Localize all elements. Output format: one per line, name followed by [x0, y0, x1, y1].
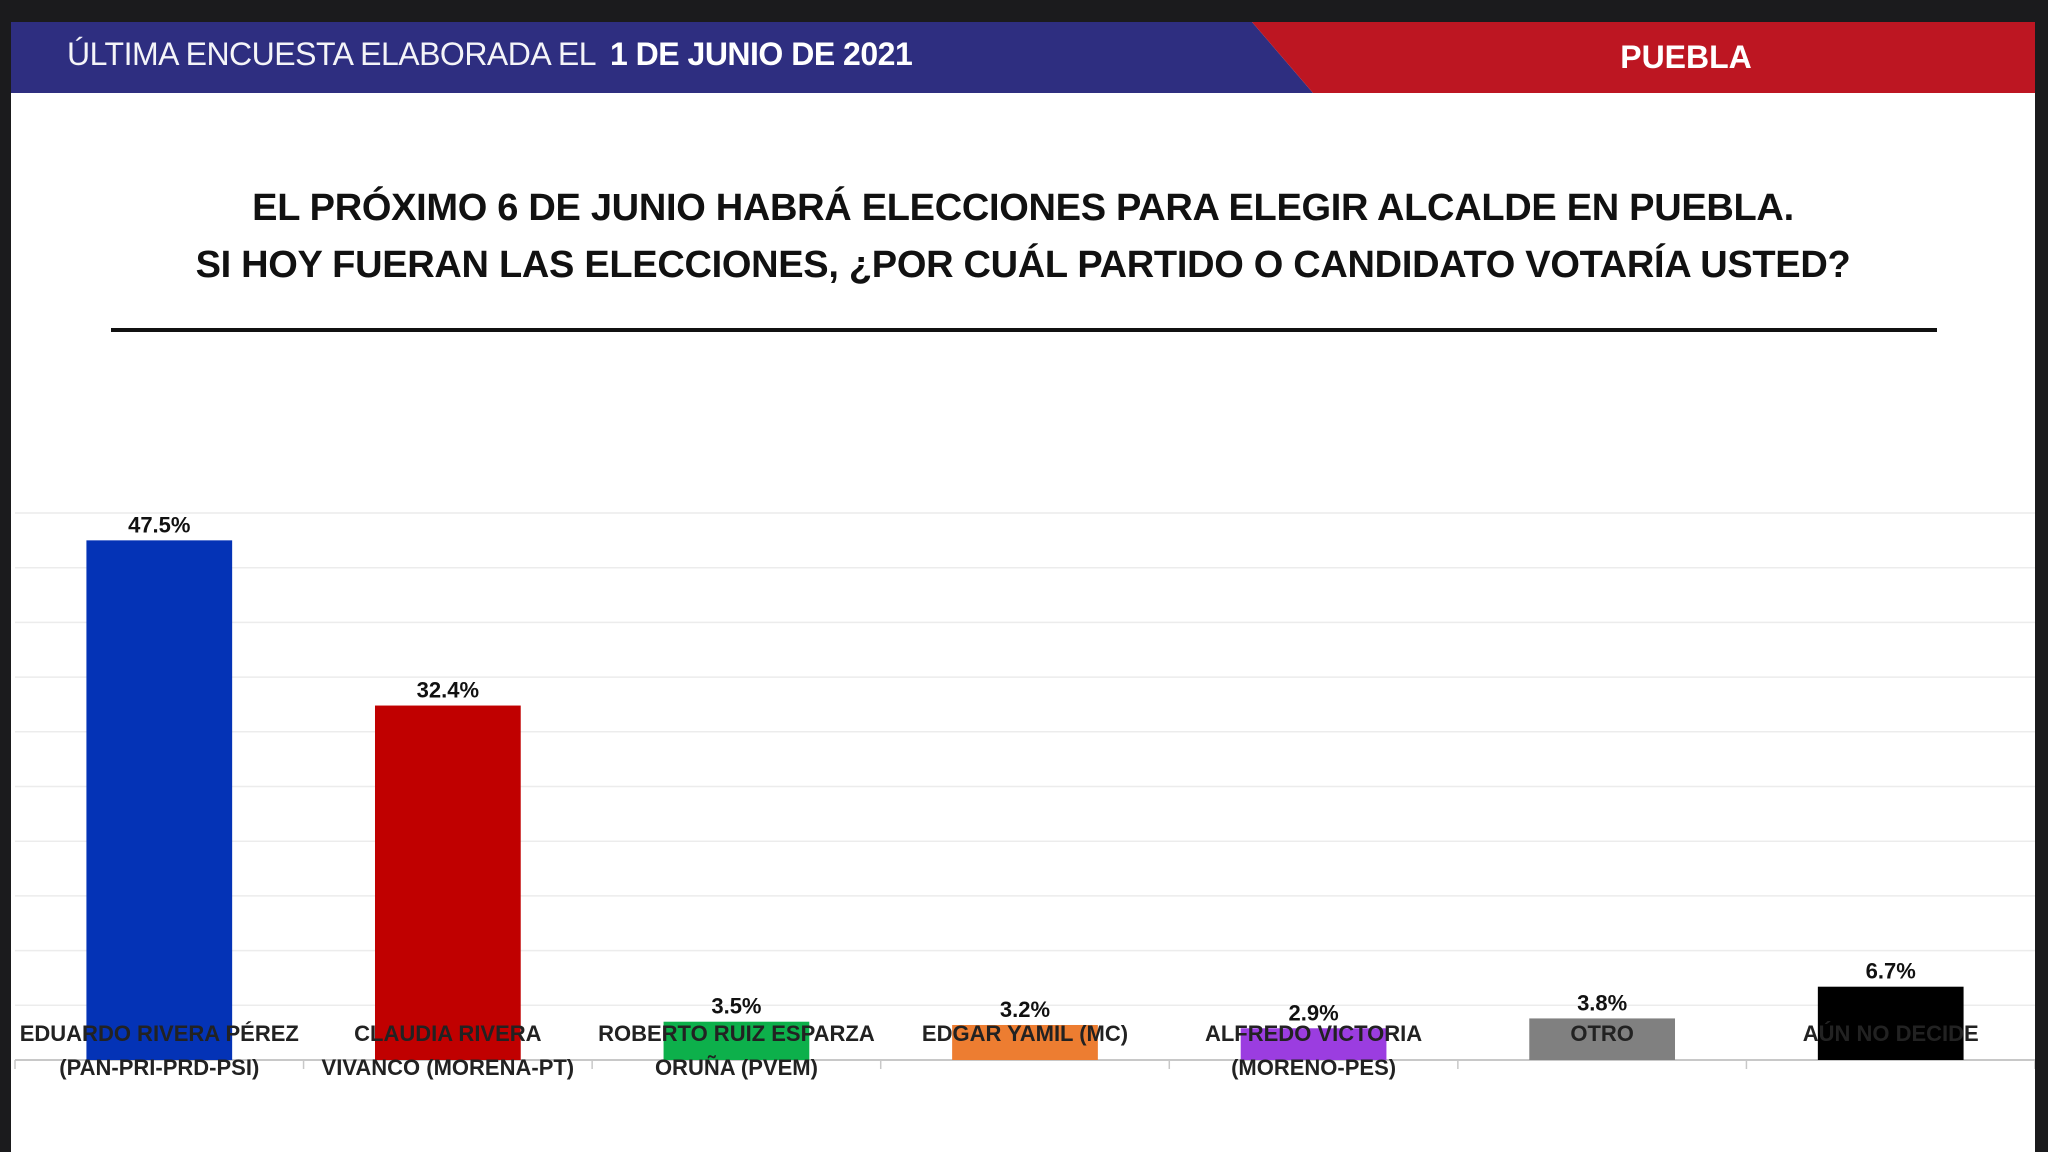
data-label-0: 47.5% — [128, 512, 190, 537]
question-title: EL PRÓXIMO 6 DE JUNIO HABRÁ ELECCIONES P… — [11, 180, 2035, 294]
bar-2 — [663, 1021, 810, 1060]
slide: ÚLTIMA ENCUESTA ELABORADA EL 1 DE JUNIO D… — [11, 22, 2035, 1152]
category-label-2: ORUÑA (PVEM) — [655, 1055, 818, 1080]
category-label-0: EDUARDO RIVERA PÉREZ — [20, 1021, 299, 1046]
category-label-4: ALFREDO VICTORIA — [1205, 1021, 1422, 1046]
category-label-3: EDGAR YAMIL (MC) — [922, 1021, 1128, 1046]
header-red-band — [1252, 22, 2035, 93]
survey-date-banner: ÚLTIMA ENCUESTA ELABORADA EL 1 DE JUNIO D… — [67, 36, 913, 73]
category-label-5: OTRO — [1570, 1021, 1634, 1046]
bar-1 — [374, 705, 521, 1060]
survey-date: 1 DE JUNIO DE 2021 — [609, 36, 913, 72]
category-label-1: CLAUDIA RIVERA — [354, 1021, 542, 1046]
data-label-5: 3.8% — [1577, 990, 1627, 1015]
data-label-3: 3.2% — [1000, 997, 1050, 1022]
survey-label: ÚLTIMA ENCUESTA ELABORADA EL — [67, 36, 596, 72]
bar-4 — [1240, 1028, 1387, 1060]
bar-5 — [1529, 1018, 1676, 1060]
category-label-4: (MORENO-PES) — [1231, 1055, 1396, 1080]
header-blue-band — [11, 22, 1313, 93]
data-label-1: 32.4% — [417, 678, 479, 703]
category-label-2: ROBERTO RUIZ ESPARZA — [598, 1021, 875, 1046]
data-label-4: 2.9% — [1288, 1000, 1338, 1025]
data-label-2: 3.5% — [711, 994, 761, 1019]
question-line-2: SI HOY FUERAN LAS ELECCIONES, ¿POR CUÁL … — [195, 244, 1851, 286]
title-divider — [111, 328, 1937, 332]
category-label-0: (PAN-PRI-PRD-PSI) — [59, 1055, 259, 1080]
bar-3 — [952, 1024, 1098, 1060]
bar-chart: 47.5% EDUARDO RIVERA PÉREZ (PAN-PRI-PRD-PS… — [14, 512, 2035, 1080]
category-label-1: VIVANCO (MORENA-PT) — [322, 1055, 575, 1080]
region-label: PUEBLA — [1620, 39, 1752, 75]
question-line-1: EL PRÓXIMO 6 DE JUNIO HABRÁ ELECCIONES P… — [252, 187, 1794, 229]
bar-0 — [86, 540, 233, 1060]
data-label-6: 6.7% — [1866, 959, 1916, 984]
bar-6 — [1817, 986, 1964, 1060]
category-label-6: AÚN NO DECIDE — [1803, 1021, 1979, 1046]
